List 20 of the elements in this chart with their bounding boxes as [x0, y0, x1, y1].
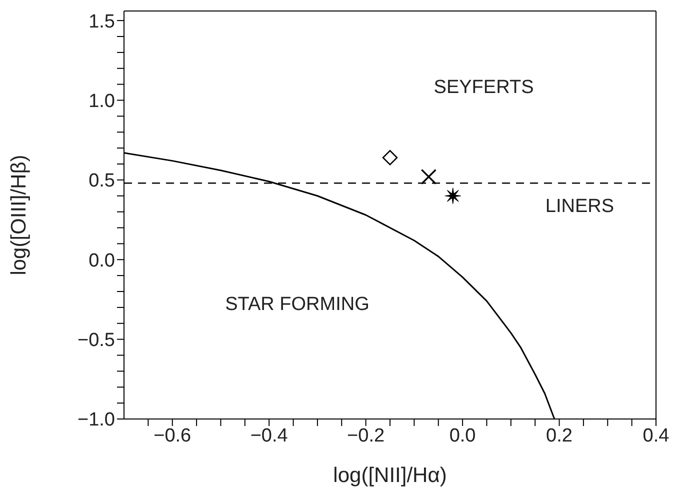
x-axis-title: log([NII]/Hα) — [333, 464, 447, 487]
y-tick-label: 1.0 — [88, 90, 115, 112]
annotation: SEYFERTS — [434, 77, 534, 98]
x-tick-label: 0.0 — [449, 425, 476, 446]
x-tick-label: −0.6 — [154, 425, 192, 446]
y-tick-label: −1.0 — [77, 410, 115, 431]
annotation: STAR FORMING — [225, 294, 370, 315]
x-tick-label: 0.2 — [546, 425, 572, 446]
point — [382, 150, 398, 166]
point — [420, 168, 436, 185]
x-tick-label: 0.4 — [642, 425, 670, 446]
y-tick-label: 0.5 — [88, 170, 115, 192]
point — [444, 188, 462, 204]
y-tick-label: 0.0 — [88, 250, 115, 272]
y-axis-title: log([OIII]/Hβ) — [7, 154, 30, 276]
y-tick-label: 1.5 — [88, 11, 115, 32]
x-tick-label: −0.4 — [250, 425, 288, 446]
annotation: LINERS — [545, 196, 614, 217]
y-tick-label: −0.5 — [77, 330, 115, 352]
x-tick-label: −0.2 — [347, 425, 385, 446]
